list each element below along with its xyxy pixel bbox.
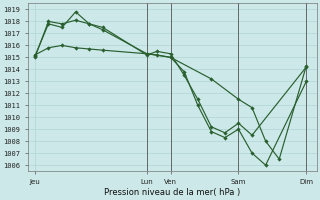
X-axis label: Pression niveau de la mer( hPa ): Pression niveau de la mer( hPa ) bbox=[104, 188, 240, 197]
